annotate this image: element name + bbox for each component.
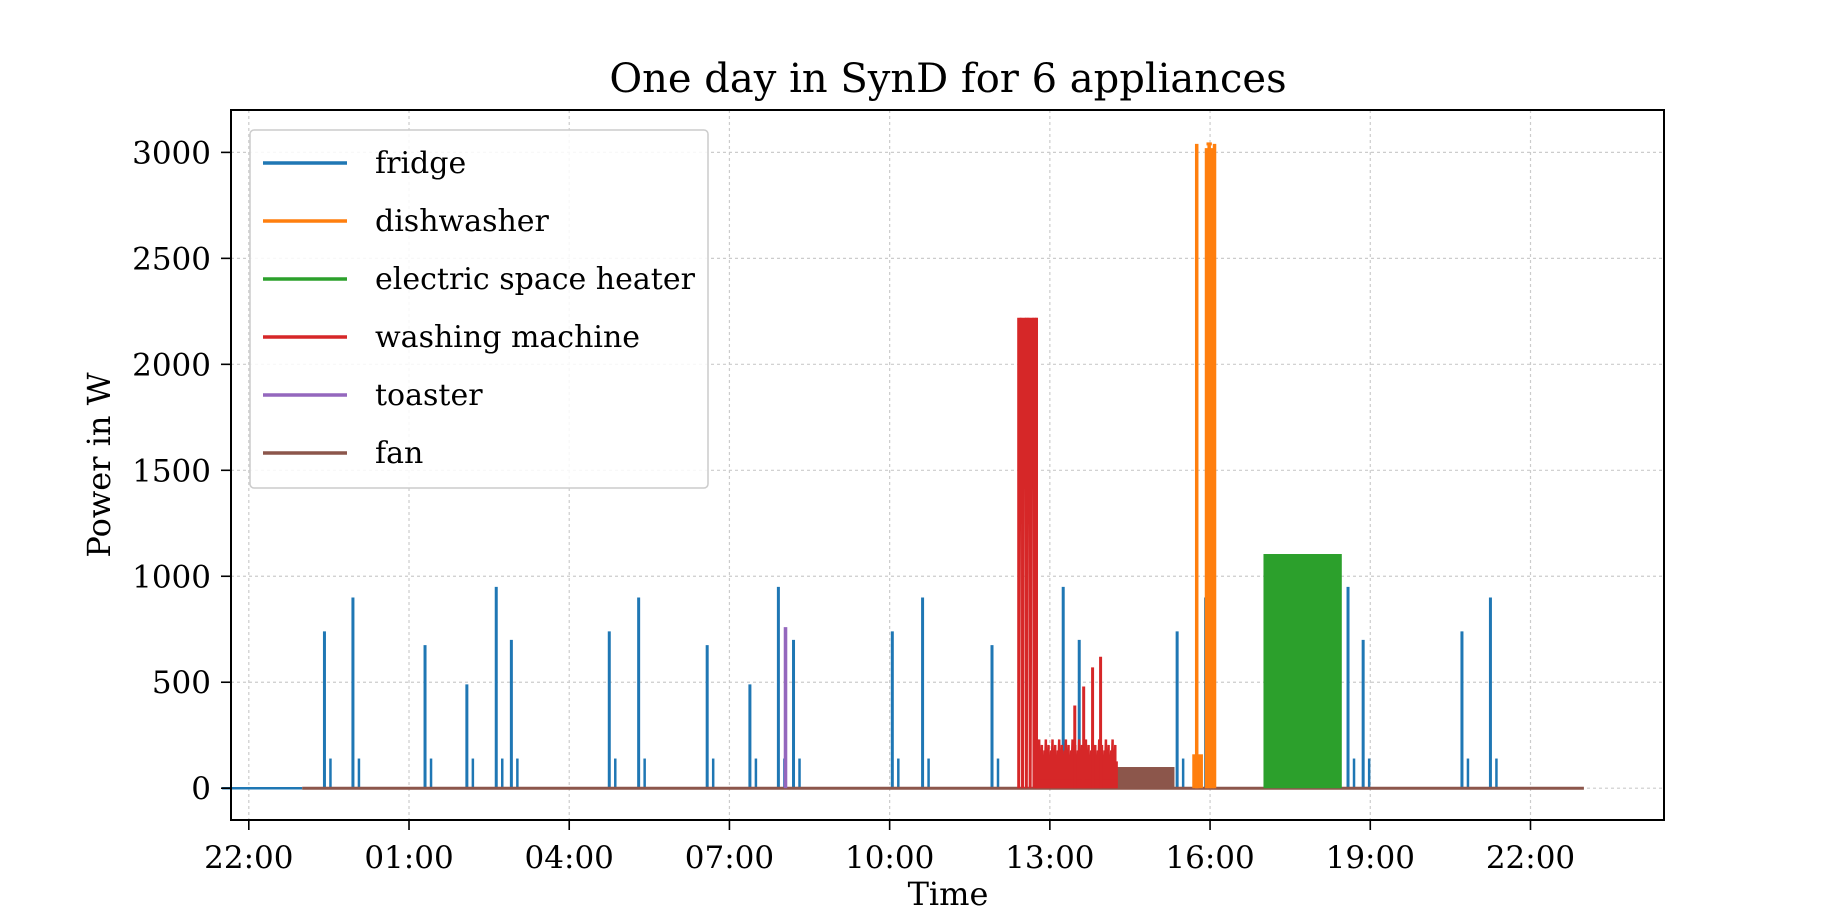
legend-label: fan (375, 436, 423, 471)
x-tick-label: 22:00 (204, 840, 293, 876)
series-toaster (783, 627, 788, 789)
washing-machine-base (1036, 779, 1117, 789)
heater-run (1263, 554, 1342, 789)
y-tick-label: 500 (152, 665, 211, 701)
legend: fridge dishwasher electric space heater was… (249, 129, 709, 489)
x-tick-label: 01:00 (364, 840, 453, 876)
ticks: 22:00 01:00 04:00 07:00 10:00 13:00 16:00 19:00… (132, 135, 1575, 876)
series-washing-machine (1017, 317, 1118, 789)
washing-machine-run (1017, 317, 1039, 789)
series-dishwasher (1192, 142, 1217, 789)
chart-title: One day in SynD for 6 appliances (609, 56, 1286, 102)
x-tick-label: 04:00 (525, 840, 614, 876)
series-layer (222, 142, 1584, 790)
legend-label: washing machine (375, 320, 640, 355)
washing-machine-low-run (1035, 739, 1118, 789)
y-axis-label: Power in W (80, 372, 118, 557)
y-tick-label: 1500 (132, 453, 211, 489)
x-axis-label: Time (908, 875, 989, 910)
plot-frame (230, 109, 1665, 821)
series-electric-space-heater (1263, 554, 1342, 789)
legend-label: electric space heater (375, 262, 696, 297)
y-tick-label: 2000 (132, 347, 211, 383)
y-tick-label: 1000 (132, 559, 211, 595)
x-tick-label: 10:00 (845, 840, 934, 876)
x-tick-label: 19:00 (1326, 840, 1415, 876)
legend-label: fridge (375, 146, 466, 181)
x-tick-label: 16:00 (1165, 840, 1254, 876)
x-tick-label: 13:00 (1005, 840, 1094, 876)
y-tick-label: 3000 (132, 135, 211, 171)
y-tick-label: 2500 (132, 241, 211, 277)
series-fan (302, 767, 1584, 790)
legend-label: dishwasher (375, 204, 550, 239)
legend-box (249, 129, 709, 489)
x-tick-label: 22:00 (1486, 840, 1575, 876)
legend-label: toaster (375, 378, 483, 413)
y-tick-label: 0 (191, 771, 211, 807)
fan-run (1116, 767, 1175, 789)
toaster-run (783, 627, 788, 789)
x-tick-label: 07:00 (685, 840, 774, 876)
